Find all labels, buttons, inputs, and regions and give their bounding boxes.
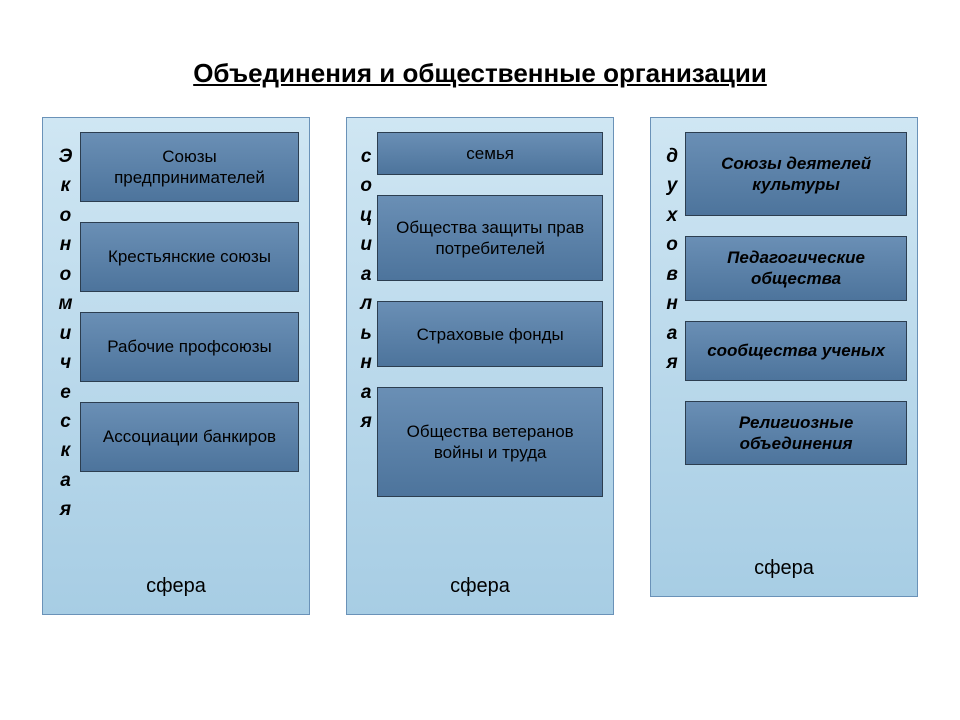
org-box-2-3: Религиозные объединения — [685, 401, 907, 466]
column-body: духовнаяСоюзы деятелей культуры Педагогич… — [661, 132, 907, 543]
org-box-0-2: Рабочие профсоюзы — [80, 312, 299, 382]
org-box-2-0: Союзы деятелей культуры — [685, 132, 907, 216]
column-body: ЭкономическаяСоюзы предпринимателей Крест… — [53, 132, 299, 561]
columns-container: ЭкономическаяСоюзы предпринимателей Крест… — [0, 117, 960, 615]
org-box-1-0: семья — [377, 132, 603, 175]
column-vertical-label: Экономическая — [53, 132, 80, 561]
column-vertical-label: социальная — [357, 132, 377, 561]
boxes-list: Союзы предпринимателей Крестьянские союзы… — [80, 132, 299, 561]
org-box-0-3: Ассоциации банкиров — [80, 402, 299, 472]
column-footer-label: сфера — [357, 561, 603, 614]
column-2: духовнаяСоюзы деятелей культуры Педагогич… — [650, 117, 918, 597]
column-footer-label: сфера — [661, 543, 907, 596]
org-box-1-1: Общества защиты прав потребителей — [377, 195, 603, 281]
org-box-0-0: Союзы предпринимателей — [80, 132, 299, 202]
org-box-2-1: Педагогические общества — [685, 236, 907, 301]
column-0: ЭкономическаяСоюзы предпринимателей Крест… — [42, 117, 310, 615]
boxes-list: семья Общества защиты прав потребителей Ст… — [377, 132, 603, 561]
page-title: Объединения и общественные организации — [0, 0, 960, 117]
org-box-1-2: Страховые фонды — [377, 301, 603, 367]
org-box-2-2: сообщества ученых — [685, 321, 907, 381]
column-vertical-label: духовная — [661, 132, 685, 543]
org-box-0-1: Крестьянские союзы — [80, 222, 299, 292]
column-1: социальнаясемья Общества защиты прав потр… — [346, 117, 614, 615]
column-footer-label: сфера — [53, 561, 299, 614]
boxes-list: Союзы деятелей культуры Педагогические об… — [685, 132, 907, 543]
column-body: социальнаясемья Общества защиты прав потр… — [357, 132, 603, 561]
org-box-1-3: Общества ветеранов войны и труда — [377, 387, 603, 497]
